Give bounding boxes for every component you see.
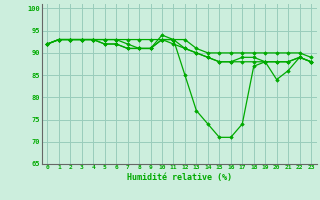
X-axis label: Humidité relative (%): Humidité relative (%) xyxy=(127,173,232,182)
